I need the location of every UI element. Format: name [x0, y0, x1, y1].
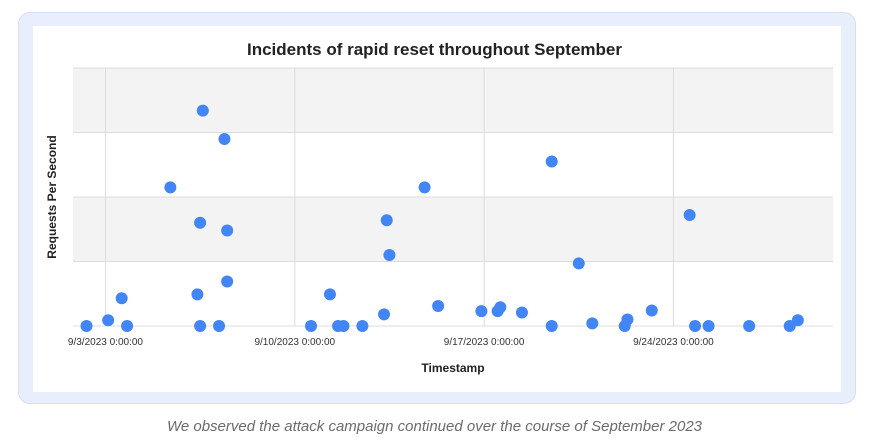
data-point — [586, 317, 599, 330]
data-point — [380, 214, 393, 227]
data-point — [115, 292, 128, 305]
data-point — [305, 320, 318, 332]
data-point — [221, 275, 234, 288]
data-point — [515, 306, 528, 319]
data-point — [221, 224, 234, 237]
x-axis-title: Timestamp — [421, 361, 484, 375]
x-tick-label: 9/24/2023 0:00:00 — [633, 337, 714, 348]
chart-title: Incidents of rapid reset throughout Sept… — [247, 40, 622, 59]
data-point — [323, 288, 336, 301]
grid-lines — [73, 67, 833, 327]
data-point — [383, 249, 396, 262]
x-axis-ticks: 9/3/2023 0:00:00 9/10/2023 0:00:00 9/17/20… — [68, 337, 714, 348]
x-tick-label: 9/10/2023 0:00:00 — [254, 337, 335, 348]
data-point — [743, 320, 756, 332]
figure-caption: We observed the attack campaign continue… — [166, 418, 703, 435]
data-point — [102, 314, 115, 327]
data-point — [791, 314, 804, 327]
data-point — [337, 320, 350, 332]
data-point — [191, 288, 204, 301]
y-axis-title: Requests Per Second — [45, 135, 59, 258]
data-point — [572, 257, 585, 270]
data-point — [418, 181, 431, 194]
background-band — [73, 197, 833, 262]
data-point — [80, 320, 93, 332]
data-point — [475, 305, 488, 318]
data-point — [378, 308, 391, 321]
data-point — [432, 300, 445, 313]
data-point — [545, 320, 558, 332]
background-band — [73, 68, 833, 133]
data-point — [218, 132, 231, 145]
data-points — [80, 104, 804, 332]
data-point — [545, 155, 558, 168]
data-point — [164, 181, 177, 194]
data-point — [213, 320, 226, 332]
data-point — [645, 304, 658, 317]
data-point — [194, 216, 207, 229]
data-point — [621, 313, 634, 326]
background-bands — [73, 68, 833, 262]
data-point — [196, 104, 209, 117]
data-point — [689, 320, 702, 332]
x-tick-label: 9/3/2023 0:00:00 — [68, 337, 144, 348]
data-point — [702, 320, 715, 332]
data-point — [356, 320, 369, 332]
data-point — [194, 320, 207, 332]
data-point — [121, 320, 134, 332]
x-tick-label: 9/17/2023 0:00:00 — [444, 337, 525, 348]
data-point — [683, 209, 696, 222]
data-point — [494, 301, 507, 314]
